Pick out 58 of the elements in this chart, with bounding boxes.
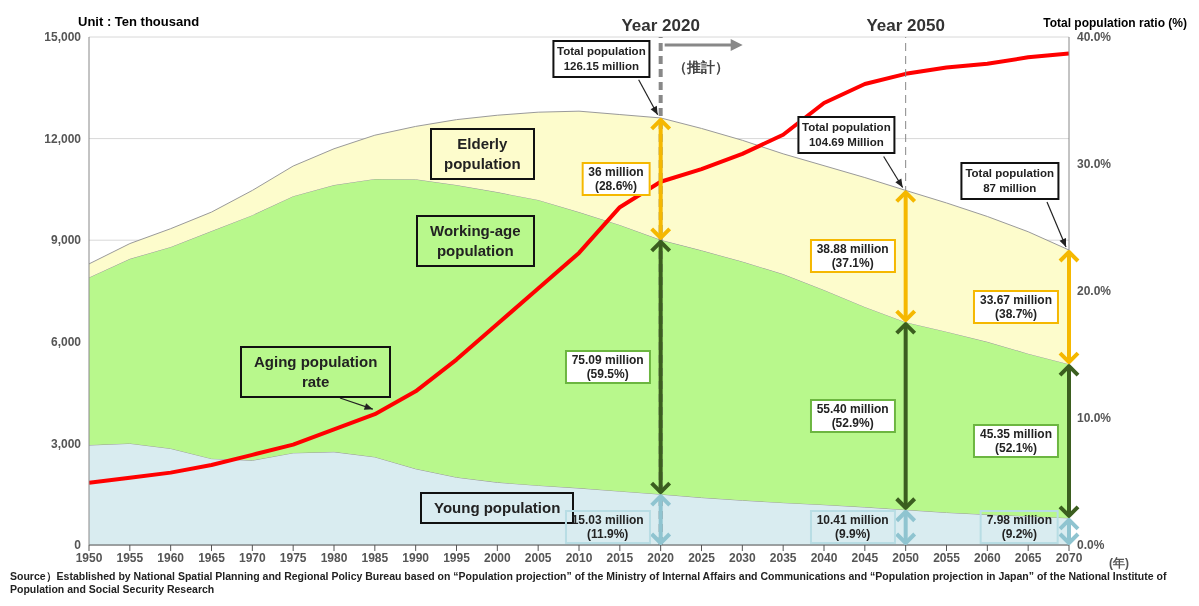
annotation: Total population 87 million	[960, 162, 1059, 201]
x-tick-label: 2005	[524, 550, 552, 565]
x-tick-label: 1985	[361, 550, 389, 565]
source-note: Source）Established by National Spatial Planning and Regional Policy Bureau based on “Population projection” of the Ministry of Internal Affairs and Communications and “Population projection in Japan” of the National Institute of Population and Social Security Research	[10, 570, 1168, 596]
annotation: 36 million (28.6%)	[581, 161, 651, 196]
annotation: 7.98 million (9.2%)	[979, 510, 1059, 544]
x-axis-title: (年)	[1109, 555, 1129, 572]
y2-tick-label: 20.0%	[1077, 284, 1112, 299]
y-tick-label: 15,000	[44, 30, 82, 45]
x-tick-label: 2060	[973, 550, 1001, 565]
x-tick-label: 2000	[483, 550, 511, 565]
annotation: 10.41 million (9.9%)	[809, 510, 896, 544]
x-tick-label: 1995	[443, 550, 471, 565]
x-tick-label: 2010	[565, 550, 593, 565]
y-tick-label: 3,000	[50, 436, 82, 451]
y-tick-label: 9,000	[50, 233, 82, 248]
series-label: Working-age population	[416, 215, 535, 267]
annotation: （推計）	[672, 59, 729, 77]
y-tick-label: 12,000	[44, 131, 82, 146]
x-tick-label: 1960	[157, 550, 185, 565]
x-tick-label: 1975	[279, 550, 307, 565]
x-tick-label: 2055	[933, 550, 961, 565]
y-tick-label: 6,000	[50, 335, 82, 350]
x-tick-label: 1950	[75, 550, 103, 565]
x-tick-label: 1965	[198, 550, 226, 565]
x-tick-label: 2020	[647, 550, 675, 565]
x-tick-label: 2035	[769, 550, 797, 565]
x-tick-label: 2040	[810, 550, 838, 565]
x-tick-label: 2015	[606, 550, 634, 565]
x-tick-label: 2025	[688, 550, 716, 565]
y-tick-label: 0	[74, 538, 82, 553]
ref-line-label: Year 2050	[866, 16, 945, 35]
x-tick-label: 1990	[402, 550, 430, 565]
y-axis-title: Unit : Ten thousand	[78, 14, 200, 29]
annotation: 38.88 million (37.1%)	[809, 239, 896, 274]
x-tick-label: 2050	[892, 550, 920, 565]
x-tick-label: 1970	[238, 550, 266, 565]
annotation: Total population 126.15 million	[552, 39, 651, 78]
annotation: 33.67 million (38.7%)	[972, 290, 1059, 325]
annotation: Total population 104.69 Million	[797, 116, 896, 155]
annotation: 55.40 million (52.9%)	[809, 398, 896, 433]
series-label: Aging population rate	[240, 346, 392, 398]
series-label: Young population	[434, 499, 561, 516]
y2-tick-label: 40.0%	[1077, 30, 1112, 45]
y2-tick-label: 30.0%	[1077, 157, 1112, 172]
ref-line-label: Year 2020	[621, 16, 700, 35]
series-label: Elderly population	[430, 128, 535, 180]
annotation: 45.35 million (52.1%)	[972, 424, 1059, 459]
x-tick-label: 2045	[851, 550, 879, 565]
x-tick-label: 2065	[1014, 550, 1042, 565]
x-tick-label: 2030	[728, 550, 756, 565]
x-tick-label: 1980	[320, 550, 348, 565]
x-tick-label: 1955	[116, 550, 144, 565]
y2-axis-title: Total population ratio (%)	[1043, 16, 1187, 30]
y2-tick-label: 10.0%	[1077, 411, 1112, 426]
annotation: 75.09 million (59.5%)	[564, 349, 651, 384]
y2-tick-label: 0.0%	[1077, 538, 1105, 553]
x-tick-label: 2070	[1055, 550, 1083, 565]
